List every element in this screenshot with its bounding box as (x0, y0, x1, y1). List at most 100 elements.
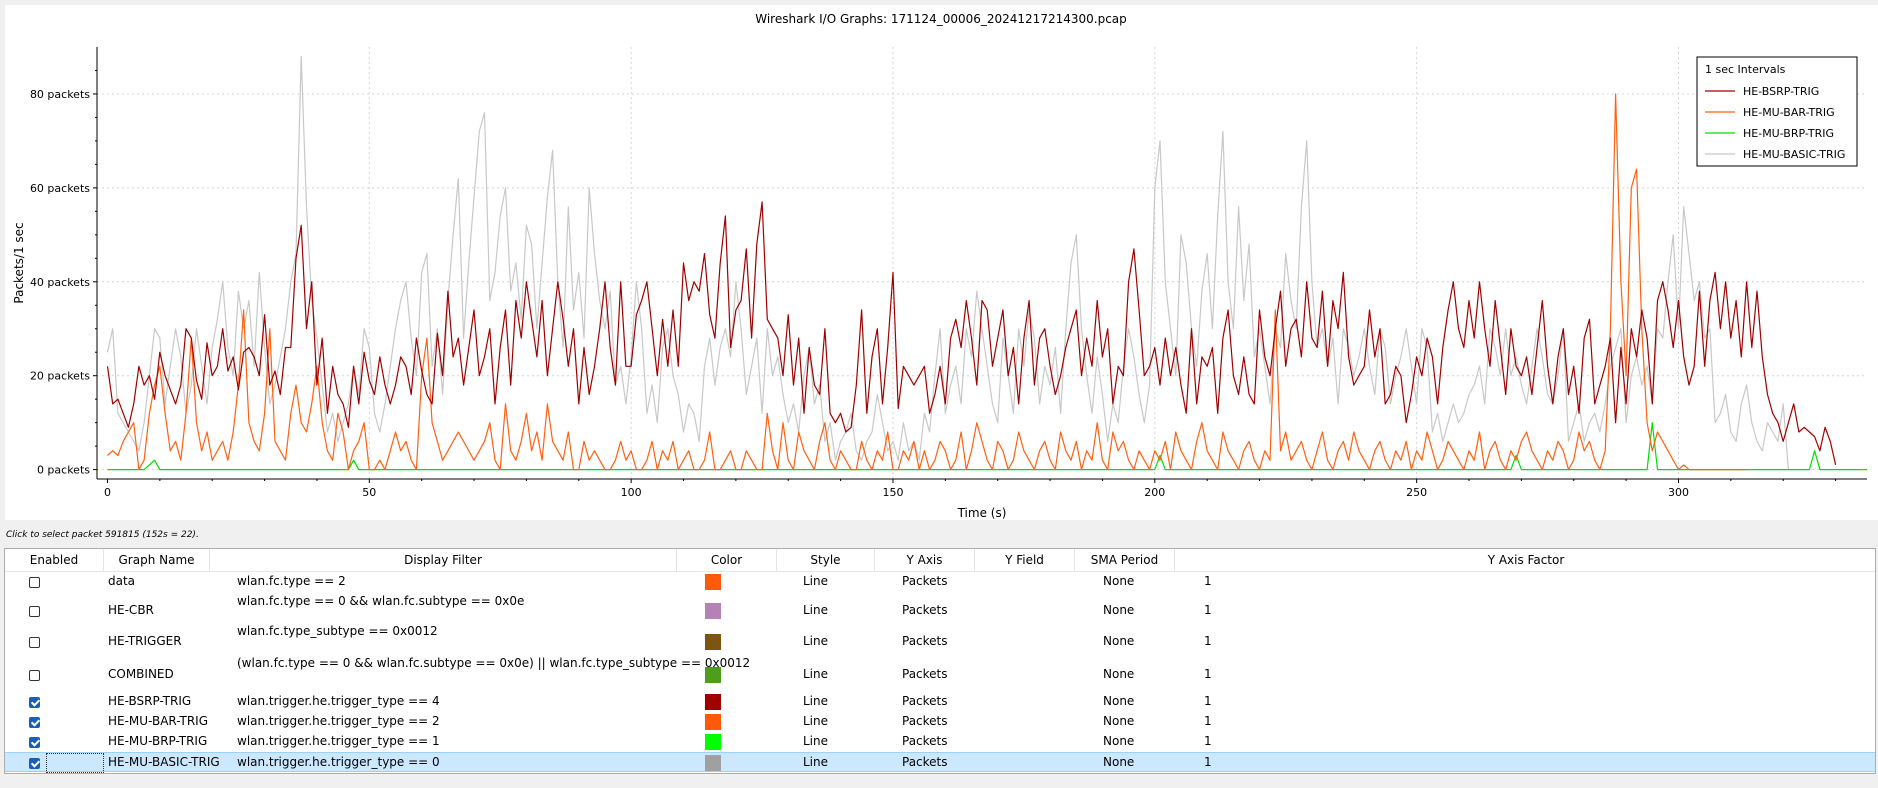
display-filter-cell[interactable]: wlan.trigger.he.trigger_type == 1 (237, 734, 440, 748)
display-filter-cell[interactable]: wlan.fc.type_subtype == 0x0012 (237, 624, 438, 638)
graph-name-cell[interactable]: HE-MU-BRP-TRIG (108, 734, 208, 748)
table-row[interactable]: data wlan.fc.type == 2 Line Packets None 1 (5, 572, 1875, 592)
table-row[interactable]: HE-BSRP-TRIG wlan.trigger.he.trigger_type… (5, 692, 1875, 712)
col-enabled[interactable]: Enabled (5, 549, 104, 571)
col-y-field[interactable]: Y Field (975, 549, 1075, 571)
x-tick-label: 200 (1144, 486, 1165, 499)
style-cell[interactable]: Line (803, 667, 829, 681)
table-row[interactable]: HE-MU-BAR-TRIG wlan.trigger.he.trigger_ty… (5, 712, 1875, 732)
col-color[interactable]: Color (677, 549, 777, 571)
focus-indicator (46, 753, 104, 773)
sma-period-cell[interactable]: None (1103, 755, 1135, 769)
enabled-checkbox[interactable] (29, 577, 40, 588)
graph-name-cell[interactable]: data (108, 574, 136, 588)
display-filter-cell[interactable]: wlan.fc.type == 2 (237, 574, 346, 588)
sma-period-cell[interactable]: None (1103, 667, 1135, 681)
color-swatch[interactable] (705, 694, 721, 710)
graph-name-cell[interactable]: HE-CBR (108, 603, 154, 617)
col-style[interactable]: Style (777, 549, 875, 571)
y-tick-label: 0 packets (37, 464, 90, 477)
enabled-checkbox[interactable] (29, 737, 40, 748)
table-row[interactable]: COMBINED (wlan.fc.type == 0 && wlan.fc.su… (5, 656, 1875, 690)
y-axis-cell[interactable]: Packets (902, 603, 948, 617)
series-line-he-mu-brp-trig (107, 422, 1867, 471)
col-y-axis-factor[interactable]: Y Axis Factor (1487, 553, 1565, 567)
table-row[interactable]: HE-MU-BRP-TRIG wlan.trigger.he.trigger_ty… (5, 732, 1875, 752)
graph-name-cell[interactable]: HE-BSRP-TRIG (108, 694, 192, 708)
enabled-checkbox[interactable] (29, 637, 40, 648)
display-filter-cell[interactable]: wlan.trigger.he.trigger_type == 4 (237, 694, 440, 708)
legend-item-label: HE-MU-BASIC-TRIG (1743, 148, 1845, 161)
table-row[interactable]: HE-CBR wlan.fc.type == 0 && wlan.fc.subty… (5, 594, 1875, 624)
y-axis-cell[interactable]: Packets (902, 755, 948, 769)
table-row[interactable]: HE-MU-BASIC-TRIG wlan.trigger.he.trigger_… (5, 752, 1875, 773)
y-tick-label: 60 packets (30, 182, 90, 195)
y-axis-cell[interactable]: Packets (902, 634, 948, 648)
col-y-axis[interactable]: Y Axis (875, 549, 975, 571)
table-header: Enabled Graph Name Display Filter Color … (5, 549, 1875, 572)
display-filter-cell[interactable]: (wlan.fc.type == 0 && wlan.fc.subtype ==… (237, 656, 751, 670)
x-tick-label: 300 (1668, 486, 1689, 499)
graph-name-cell[interactable]: HE-TRIGGER (108, 634, 182, 648)
y-axis-cell[interactable]: Packets (902, 734, 948, 748)
col-sma-period[interactable]: SMA Period (1075, 549, 1175, 571)
x-tick-label: 100 (621, 486, 642, 499)
enabled-checkbox[interactable] (29, 670, 40, 681)
graph-name-cell[interactable]: HE-MU-BASIC-TRIG (108, 755, 220, 769)
display-filter-cell[interactable]: wlan.trigger.he.trigger_type == 0 (237, 755, 440, 769)
io-graph-panel[interactable]: Wireshark I/O Graphs: 171124_00006_20241… (5, 5, 1878, 520)
enabled-checkbox[interactable] (29, 717, 40, 728)
y-axis-factor-cell[interactable]: 1 (1204, 603, 1212, 617)
table-row[interactable]: HE-TRIGGER wlan.fc.type_subtype == 0x0012… (5, 624, 1875, 656)
color-swatch[interactable] (705, 734, 721, 750)
style-cell[interactable]: Line (803, 694, 829, 708)
col-graph-name[interactable]: Graph Name (104, 549, 210, 571)
legend-item-label: HE-MU-BAR-TRIG (1743, 106, 1835, 119)
y-axis-cell[interactable]: Packets (902, 667, 948, 681)
display-filter-cell[interactable]: wlan.trigger.he.trigger_type == 2 (237, 714, 440, 728)
enabled-checkbox[interactable] (29, 758, 40, 769)
enabled-checkbox[interactable] (29, 697, 40, 708)
io-graph-chart[interactable]: Wireshark I/O Graphs: 171124_00006_20241… (5, 5, 1878, 520)
graph-name-cell[interactable]: HE-MU-BAR-TRIG (108, 714, 209, 728)
color-swatch[interactable] (705, 714, 721, 730)
series-line-he-mu-basic-trig (106, 55, 1789, 470)
status-hint: Click to select packet 591815 (152s = 22… (6, 530, 199, 540)
style-cell[interactable]: Line (803, 734, 829, 748)
sma-period-cell[interactable]: None (1103, 734, 1135, 748)
x-tick-label: 0 (104, 486, 111, 499)
sma-period-cell[interactable]: None (1103, 634, 1135, 648)
sma-period-cell[interactable]: None (1103, 694, 1135, 708)
y-axis-factor-cell[interactable]: 1 (1204, 755, 1212, 769)
y-axis-cell[interactable]: Packets (902, 574, 948, 588)
graph-table[interactable]: Enabled Graph Name Display Filter Color … (4, 548, 1876, 774)
style-cell[interactable]: Line (803, 574, 829, 588)
color-swatch[interactable] (705, 634, 721, 650)
x-tick-label: 50 (362, 486, 376, 499)
col-display-filter[interactable]: Display Filter (210, 549, 677, 571)
y-axis-cell[interactable]: Packets (902, 714, 948, 728)
display-filter-cell[interactable]: wlan.fc.type == 0 && wlan.fc.subtype == … (237, 594, 525, 608)
style-cell[interactable]: Line (803, 755, 829, 769)
style-cell[interactable]: Line (803, 603, 829, 617)
sma-period-cell[interactable]: None (1103, 603, 1135, 617)
color-swatch[interactable] (705, 755, 721, 771)
y-axis-factor-cell[interactable]: 1 (1204, 734, 1212, 748)
sma-period-cell[interactable]: None (1103, 574, 1135, 588)
y-tick-label: 80 packets (30, 88, 90, 101)
y-axis-factor-cell[interactable]: 1 (1204, 714, 1212, 728)
style-cell[interactable]: Line (803, 714, 829, 728)
style-cell[interactable]: Line (803, 634, 829, 648)
enabled-checkbox[interactable] (29, 606, 40, 617)
y-axis-factor-cell[interactable]: 1 (1204, 694, 1212, 708)
color-swatch[interactable] (705, 667, 721, 683)
graph-name-cell[interactable]: COMBINED (108, 667, 174, 681)
color-swatch[interactable] (705, 603, 721, 619)
y-axis-factor-cell[interactable]: 1 (1204, 667, 1212, 681)
x-tick-label: 250 (1406, 486, 1427, 499)
color-swatch[interactable] (705, 574, 721, 590)
y-axis-factor-cell[interactable]: 1 (1204, 634, 1212, 648)
sma-period-cell[interactable]: None (1103, 714, 1135, 728)
y-axis-cell[interactable]: Packets (902, 694, 948, 708)
y-axis-factor-cell[interactable]: 1 (1204, 574, 1212, 588)
